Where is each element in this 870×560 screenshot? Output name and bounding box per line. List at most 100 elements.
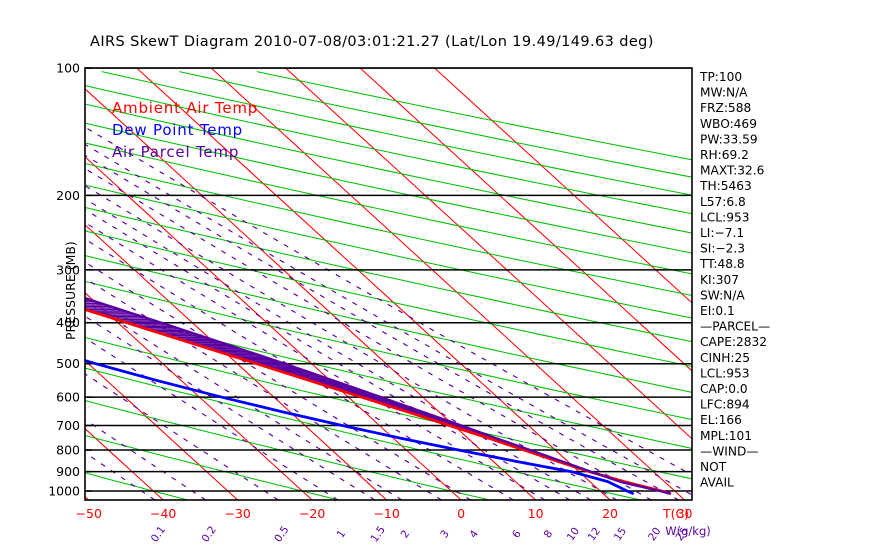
legend-dew-point-temp: Dew Point Temp — [112, 121, 243, 139]
index-mpl: MPL:101 — [700, 429, 752, 443]
mixing-ratio-line — [85, 315, 376, 500]
pressure-tick-label: 900 — [56, 464, 80, 479]
index-lcl: LCL:953 — [700, 210, 749, 224]
mixing-ratio-line — [85, 299, 403, 500]
bottom-temp-tick: −10 — [373, 506, 399, 521]
page-title: AIRS SkewT Diagram 2010-07-08/03:01:21.2… — [90, 34, 654, 50]
mixing-ratio-line — [85, 154, 679, 500]
dry-adiabat — [85, 206, 692, 343]
pressure-tick-label: 200 — [56, 188, 80, 203]
isotherm — [85, 156, 462, 500]
index-wind_1: NOT — [700, 460, 727, 474]
pressure-axis-label: PRESSURE (MB) — [63, 241, 78, 340]
index-ki: KI:307 — [700, 273, 739, 287]
bottom-temp-tick: −20 — [299, 506, 325, 521]
pressure-tick-label: 400 — [56, 315, 80, 330]
curve-ambient-air-temp — [85, 308, 672, 495]
bottom-temp-tick: −30 — [224, 506, 250, 521]
pressure-tick-label: 300 — [56, 262, 80, 277]
index-ei: EI:0.1 — [700, 304, 735, 318]
index-cape: CAPE:2832 — [700, 335, 767, 349]
dry-adiabat — [85, 400, 490, 500]
dry-adiabat — [85, 336, 692, 480]
isotherm-lines — [85, 68, 692, 500]
index-mw: MW:N/A — [700, 86, 748, 100]
index-th: TH:5463 — [699, 179, 752, 193]
pressure-tick-label: 500 — [56, 356, 80, 371]
bottom-temp-tick: −50 — [76, 506, 102, 521]
isotherm — [434, 68, 692, 304]
index-wind_2: AVAIL — [700, 476, 734, 490]
legend-ambient-air-temp: Ambient Air Temp — [112, 99, 258, 117]
dry-adiabat-lines — [85, 71, 692, 500]
plot-frame — [84, 67, 693, 501]
mixing-ratio-line — [85, 337, 339, 500]
legend: Ambient Air Temp Dew Point Temp Air Parcel… — [112, 99, 258, 161]
sounding-curves — [85, 296, 672, 495]
index-maxt: MAXT:32.6 — [700, 164, 764, 178]
dry-adiabat — [85, 230, 692, 367]
pressure-tick-label: 700 — [56, 418, 80, 433]
mixing-ratio-line — [85, 143, 692, 496]
bottom-temp-tick: 30 — [677, 506, 693, 521]
mixing-ratio-line — [85, 167, 652, 500]
mixing-ratio-line — [85, 208, 571, 500]
isotherm — [210, 68, 685, 500]
dry-adiabat — [85, 367, 641, 500]
bottom-temp-tick: 10 — [528, 506, 544, 521]
isotherm — [285, 68, 692, 440]
mixing-ratio-axis-label: W(g/kg) — [665, 524, 710, 538]
pressure-tick-label: 100 — [56, 61, 80, 76]
pressure-tick-marks — [85, 67, 92, 492]
pressure-tick-label: 800 — [56, 443, 80, 458]
mixing-ratio-line — [85, 221, 546, 500]
isotherm — [85, 359, 239, 500]
dry-adiabat — [85, 162, 692, 297]
dry-adiabat — [85, 184, 692, 319]
index-frz: FRZ:588 — [700, 101, 751, 115]
index-lfc: LFC:894 — [700, 398, 750, 412]
bottom-temp-tick: −40 — [150, 506, 176, 521]
dry-adiabat — [85, 280, 692, 421]
isotherm — [136, 68, 611, 500]
dry-adiabat — [85, 434, 339, 500]
isotherm — [85, 292, 313, 500]
curve-air-parcel-temp — [85, 296, 672, 495]
temperature-axis-label: T(C) — [662, 506, 689, 521]
pressure-tick-label: 1000 — [48, 484, 80, 499]
index-li: LI:−7.1 — [700, 226, 744, 240]
mixing-ratio-line — [85, 198, 592, 500]
plot-inner — [85, 68, 692, 500]
isotherm — [359, 68, 692, 372]
bottom-temp-tick: 0 — [457, 506, 465, 521]
index-cinh: CINH:25 — [700, 351, 750, 365]
index-parcel_header: —PARCEL— — [700, 320, 770, 334]
bottom-temperature-ticks: −50 −40 −30 −20 −10 0 10 20 30 — [76, 506, 693, 521]
isobar-lines — [85, 68, 692, 492]
index-sw: SW:N/A — [700, 288, 745, 302]
dry-adiabat — [85, 255, 692, 393]
dry-adiabat — [85, 142, 692, 275]
pressure-tick-labels: 100 200 300 400 500 600 700 800 900 1000 — [48, 61, 80, 499]
index-lcl2: LCL:953 — [700, 366, 749, 380]
mixing-ratio-line — [85, 126, 692, 476]
dry-adiabat — [85, 308, 692, 449]
index-tp: TP:100 — [699, 70, 742, 84]
index-l57: L57:6.8 — [700, 195, 746, 209]
index-rh: RH:69.2 — [700, 148, 749, 162]
index-tt: TT:48.8 — [699, 257, 745, 271]
index-el: EL:166 — [700, 413, 742, 427]
legend-air-parcel-temp: Air Parcel Temp — [112, 143, 239, 161]
index-wind_header: —WIND— — [700, 444, 759, 458]
index-wbo: WBO:469 — [700, 117, 757, 131]
index-si: SI:−2.3 — [700, 242, 745, 256]
dry-adiabat — [85, 122, 692, 254]
index-cap: CAP:0.0 — [700, 382, 748, 396]
pressure-tick-label: 600 — [56, 390, 80, 405]
isotherm — [85, 224, 387, 500]
bottom-temp-tick: 20 — [602, 506, 618, 521]
index-pw: PW:33.59 — [700, 132, 758, 146]
